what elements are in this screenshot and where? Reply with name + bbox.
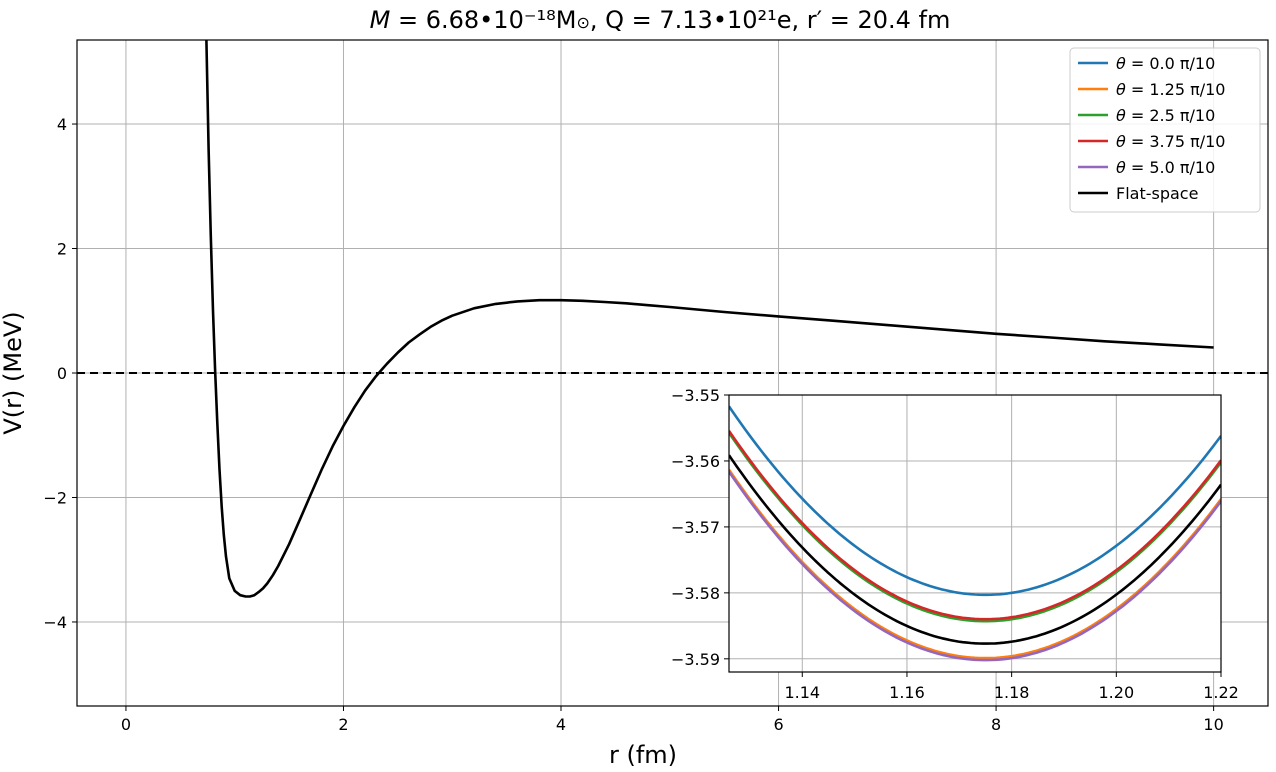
y-tick-label: 2 xyxy=(57,240,67,259)
legend-theta-symbol: θ xyxy=(1116,106,1131,125)
inset-x-tick-label: 1.14 xyxy=(784,683,820,702)
inset-y-tick-label: −3.55 xyxy=(671,386,720,405)
x-tick-label: 6 xyxy=(773,715,783,734)
legend-entry-label: = 2.5 π/10 xyxy=(1131,106,1215,125)
legend-theta-symbol: θ xyxy=(1116,80,1131,99)
title-mass-symbol: M xyxy=(370,6,391,34)
inset-background xyxy=(729,395,1221,672)
inset-ticks: 1.14 1.16 1.18 1.20 1.22 −3.55 −3.56 −3.57 −3.58… xyxy=(671,386,1239,702)
inset-series-line xyxy=(729,470,1221,662)
inset-x-tick-label: 1.22 xyxy=(1203,683,1239,702)
x-tick-label: 0 xyxy=(121,715,131,734)
chart-title: M = 6.68•10⁻¹⁸M⊙, Q = 7.13•10²¹e, r′ = 2… xyxy=(370,6,951,34)
inset-curves xyxy=(729,405,1221,662)
inset-x-tick-label: 1.16 xyxy=(889,683,925,702)
legend-entry-label: = 0.0 π/10 xyxy=(1131,54,1215,73)
title-charge-radius: , Q = 7.13•10²¹e, r′ = 20.4 fm xyxy=(590,6,951,34)
legend-entry-label: = 3.75 π/10 xyxy=(1131,132,1226,151)
series-line-flat-space xyxy=(205,39,1214,598)
inset-series-line xyxy=(729,405,1221,597)
y-tick-label: 4 xyxy=(57,115,67,134)
y-tick-label: −2 xyxy=(43,488,67,507)
title-mass-value: = 6.68•10⁻¹⁸M xyxy=(390,6,576,34)
inset-series-line xyxy=(729,432,1221,623)
x-axis-label: r (fm) xyxy=(609,741,677,769)
main-curves xyxy=(205,39,1214,598)
x-tick-label: 8 xyxy=(991,715,1001,734)
y-tick-label: 0 xyxy=(57,364,67,383)
inset-y-tick-label: −3.56 xyxy=(671,452,720,471)
legend-entry: θ = 1.25 π/10 xyxy=(1116,80,1225,99)
legend-entry: θ = 2.5 π/10 xyxy=(1116,106,1215,125)
legend-theta-symbol: θ xyxy=(1116,132,1131,151)
legend-theta-symbol: θ xyxy=(1116,158,1131,177)
legend-entry: θ = 3.75 π/10 xyxy=(1116,132,1225,151)
y-tick-label: −4 xyxy=(43,613,67,632)
inset-series-line xyxy=(729,430,1221,621)
inset-x-tick-label: 1.18 xyxy=(994,683,1030,702)
inset-series-line xyxy=(729,468,1221,660)
main-ticks: 0 2 4 6 8 10 −4 −2 0 2 4 xyxy=(43,115,1223,734)
legend-entry: θ = 0.0 π/10 xyxy=(1116,54,1215,73)
legend-entry: θ = 5.0 π/10 xyxy=(1116,158,1215,177)
legend-theta-symbol: θ xyxy=(1116,54,1131,73)
x-tick-label: 10 xyxy=(1203,715,1223,734)
inset-axes-frame xyxy=(728,394,1222,673)
legend: θ = 0.0 π/10θ = 1.25 π/10θ = 2.5 π/10θ =… xyxy=(1069,47,1261,213)
legend-entry-label: = 1.25 π/10 xyxy=(1131,80,1226,99)
inset-series-line xyxy=(729,454,1221,645)
inset-y-tick-label: −3.59 xyxy=(671,650,720,669)
inset-x-tick-label: 1.20 xyxy=(1099,683,1135,702)
legend-box xyxy=(1069,47,1261,213)
x-tick-label: 4 xyxy=(556,715,566,734)
x-tick-label: 2 xyxy=(338,715,348,734)
inset-y-tick-label: −3.57 xyxy=(671,518,720,537)
legend-entry-label: Flat-space xyxy=(1116,184,1198,203)
legend-entry-label: = 5.0 π/10 xyxy=(1131,158,1215,177)
y-axis-label: V(r) (MeV) xyxy=(0,311,27,434)
legend-entry: Flat-space xyxy=(1116,184,1198,203)
title-sun-symbol: ⊙ xyxy=(576,13,589,32)
inset-y-tick-label: −3.58 xyxy=(671,584,720,603)
